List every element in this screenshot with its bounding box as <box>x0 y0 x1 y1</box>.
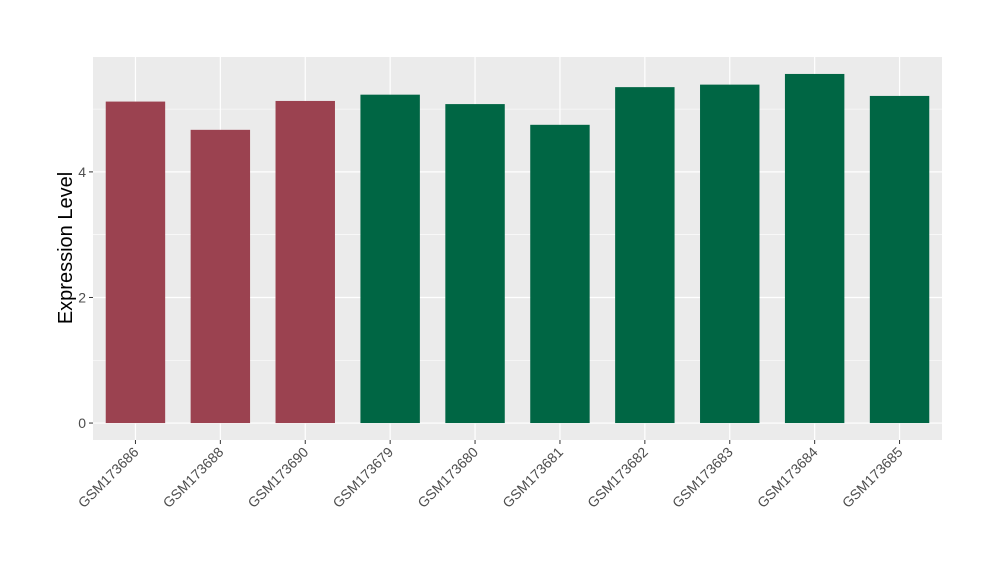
x-tick-label: GSM173683 <box>669 444 736 511</box>
x-tick-label: GSM173685 <box>839 444 906 511</box>
x-tick-label: GSM173681 <box>499 444 566 511</box>
x-tick-label: GSM173688 <box>160 444 227 511</box>
bar-GSM173688 <box>190 129 251 424</box>
bars <box>105 73 930 424</box>
bar-GSM173686 <box>105 101 166 424</box>
bar-GSM173680 <box>445 104 505 424</box>
y-tick-label: 2 <box>78 289 86 305</box>
x-axis: GSM173686 GSM173688 GSM173690 GSM173679 GSM1… <box>75 440 906 511</box>
y-axis: 0 2 4 <box>78 164 93 431</box>
bar-GSM173684 <box>784 73 845 424</box>
bar-GSM173690 <box>275 100 335 424</box>
y-tick-label: 0 <box>78 415 86 431</box>
x-tick-label: GSM173690 <box>244 444 311 511</box>
x-tick-label: GSM173680 <box>414 444 481 511</box>
bar-GSM173682 <box>615 87 675 424</box>
y-tick-label: 4 <box>78 164 86 180</box>
x-tick-label: GSM173686 <box>75 444 142 511</box>
x-tick-label: GSM173684 <box>754 444 821 511</box>
x-tick-label: GSM173679 <box>329 444 396 511</box>
x-tick-label: GSM173682 <box>584 444 651 511</box>
y-axis-label: Expression Level <box>55 172 77 324</box>
bar-GSM173679 <box>360 94 420 424</box>
bar-GSM173681 <box>530 124 590 424</box>
bar-GSM173683 <box>700 84 760 424</box>
bar-GSM173685 <box>869 95 930 424</box>
